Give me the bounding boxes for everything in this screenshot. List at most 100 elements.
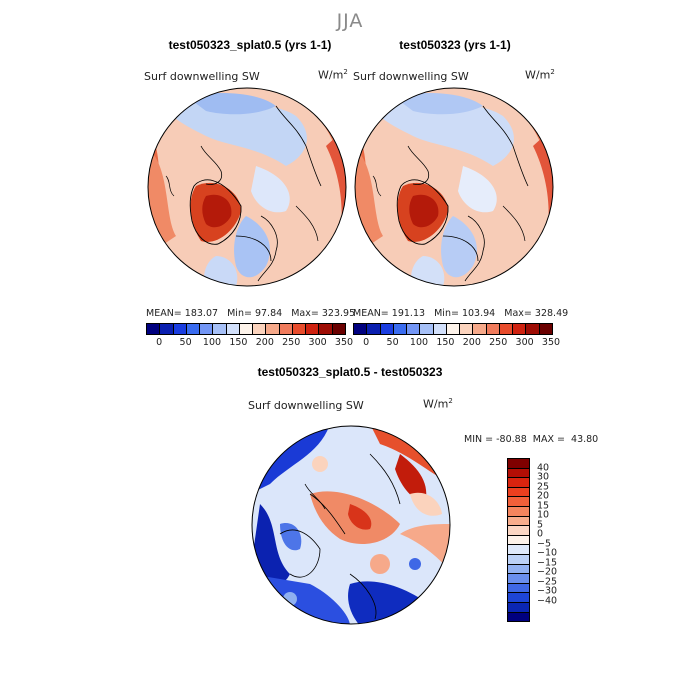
colorbar-tick-label: 350 — [541, 337, 561, 348]
colorbar-swatch — [508, 593, 529, 603]
colorbar-swatch — [486, 324, 500, 334]
colorbar-tick-label: 10 — [537, 509, 550, 521]
colorbar-swatch — [332, 324, 345, 334]
panel-right-title: test050323 (yrs 1-1) — [399, 38, 511, 52]
colorbar-swatch — [508, 516, 529, 527]
colorbar-tick-label: −40 — [537, 595, 558, 607]
colorbar-tick-label: 25 — [537, 481, 550, 493]
diff-variable: Surf downwelling SW — [248, 399, 364, 412]
colorbar-swatch — [393, 324, 408, 334]
colorbar-tick-label: 200 — [462, 337, 481, 348]
map-left — [147, 87, 347, 287]
colorbar-swatch — [266, 324, 280, 334]
colorbar-swatch — [173, 324, 187, 334]
colorbar-tick-label: 250 — [489, 337, 508, 348]
colorbar-difference-ticks: 40 30 25 20 15 10 5 0 −5 −10 −15 −20 −25 −30 −40 — [537, 458, 577, 620]
colorbar-tick-label: 150 — [229, 337, 248, 348]
colorbar-tick-label: 50 — [179, 337, 192, 348]
colorbar-swatch — [508, 497, 529, 507]
colorbar-swatch — [499, 324, 514, 334]
colorbar-swatch — [354, 324, 368, 334]
colorbar-tick-label: 350 — [334, 337, 354, 348]
colorbar-tick-label: −10 — [537, 547, 558, 559]
colorbar-swatch — [473, 324, 487, 334]
map-difference — [251, 425, 451, 625]
colorbar-swatch — [508, 526, 529, 536]
colorbar-swatch — [433, 324, 447, 334]
panel-right-units: W/m2 — [525, 68, 555, 82]
colorbar-swatch — [508, 554, 529, 565]
colorbar-tick-label: −5 — [537, 538, 552, 550]
colorbar-swatch — [508, 574, 529, 584]
colorbar-tick-label: 300 — [515, 337, 534, 348]
colorbar-tick-label: 150 — [436, 337, 455, 348]
colorbar-tick-label: 15 — [537, 500, 550, 512]
panel-left-title: test050323_splat0.5 (yrs 1-1) — [168, 38, 332, 52]
panel-right-stats: MEAN= 191.13 Min= 103.94 Max= 328.49 — [353, 308, 569, 319]
panel-left-stats: MEAN= 183.07 Min= 97.84 Max= 323.95 — [146, 308, 356, 319]
colorbar-swatch — [279, 324, 293, 334]
season-title: JJA — [336, 10, 364, 32]
colorbar-swatch — [253, 324, 267, 334]
colorbar-tick-label: 100 — [202, 337, 222, 348]
colorbar-tick-label: 300 — [308, 337, 327, 348]
colorbar-swatch — [508, 583, 529, 594]
colorbar-swatch — [420, 324, 434, 334]
colorbar-tick-label: 0 — [363, 337, 370, 348]
colorbar-swatch — [380, 324, 394, 334]
colorbar-swatch — [239, 324, 254, 334]
colorbar-swatch — [508, 459, 529, 469]
colorbar-swatch — [226, 324, 240, 334]
colorbar-swatch — [508, 487, 529, 498]
colorbar-swatch — [508, 468, 529, 479]
colorbar-swatch — [186, 324, 201, 334]
colorbar-swatch — [513, 324, 527, 334]
colorbar-difference — [507, 458, 530, 622]
colorbar-right — [353, 323, 553, 335]
colorbar-right-ticks: 0 50 100 150 200 250 300 350 — [353, 337, 560, 349]
colorbar-swatch — [306, 324, 320, 334]
colorbar-swatch — [160, 324, 174, 334]
colorbar-tick-label: 30 — [537, 471, 550, 483]
colorbar-tick-label: 100 — [409, 337, 429, 348]
colorbar-tick-label: −30 — [537, 585, 558, 597]
colorbar-tick-label: −15 — [537, 557, 558, 569]
colorbar-tick-label: −20 — [537, 566, 558, 578]
colorbar-tick-label: 50 — [386, 337, 399, 348]
colorbar-swatch — [407, 324, 421, 334]
colorbar-tick-label: 250 — [282, 337, 301, 348]
diff-title: test050323_splat0.5 - test050323 — [257, 365, 443, 379]
colorbar-tick-label: 200 — [255, 337, 274, 348]
colorbar-tick-label: 0 — [537, 528, 544, 540]
colorbar-swatch — [292, 324, 307, 334]
colorbar-tick-label: 0 — [156, 337, 163, 348]
colorbar-swatch — [213, 324, 227, 334]
colorbar-left — [146, 323, 346, 335]
colorbar-tick-label: 5 — [537, 519, 544, 531]
colorbar-swatch — [508, 545, 529, 555]
panel-left-units: W/m2 — [318, 68, 348, 82]
colorbar-swatch — [508, 612, 529, 622]
diff-stats: MIN = -80.88 MAX = 43.80 — [464, 434, 599, 445]
colorbar-swatch — [446, 324, 461, 334]
colorbar-swatch — [539, 324, 552, 334]
colorbar-tick-label: −25 — [537, 576, 558, 588]
colorbar-swatch — [367, 324, 381, 334]
colorbar-swatch — [508, 564, 529, 575]
colorbar-swatch — [200, 324, 214, 334]
colorbar-swatch — [508, 535, 529, 546]
colorbar-swatch — [460, 324, 474, 334]
colorbar-swatch — [508, 506, 529, 517]
colorbar-tick-label: 40 — [537, 462, 550, 474]
diff-units: W/m2 — [423, 397, 453, 411]
colorbar-tick-label: 20 — [537, 490, 550, 502]
colorbar-swatch — [508, 602, 529, 613]
panel-right-variable: Surf downwelling SW — [353, 70, 469, 83]
colorbar-left-ticks: 0 50 100 150 200 250 300 350 — [146, 337, 353, 349]
colorbar-swatch — [508, 478, 529, 488]
panel-left-variable: Surf downwelling SW — [144, 70, 260, 83]
colorbar-swatch — [526, 324, 540, 334]
colorbar-swatch — [319, 324, 333, 334]
colorbar-swatch — [147, 324, 161, 334]
map-right — [354, 87, 554, 287]
